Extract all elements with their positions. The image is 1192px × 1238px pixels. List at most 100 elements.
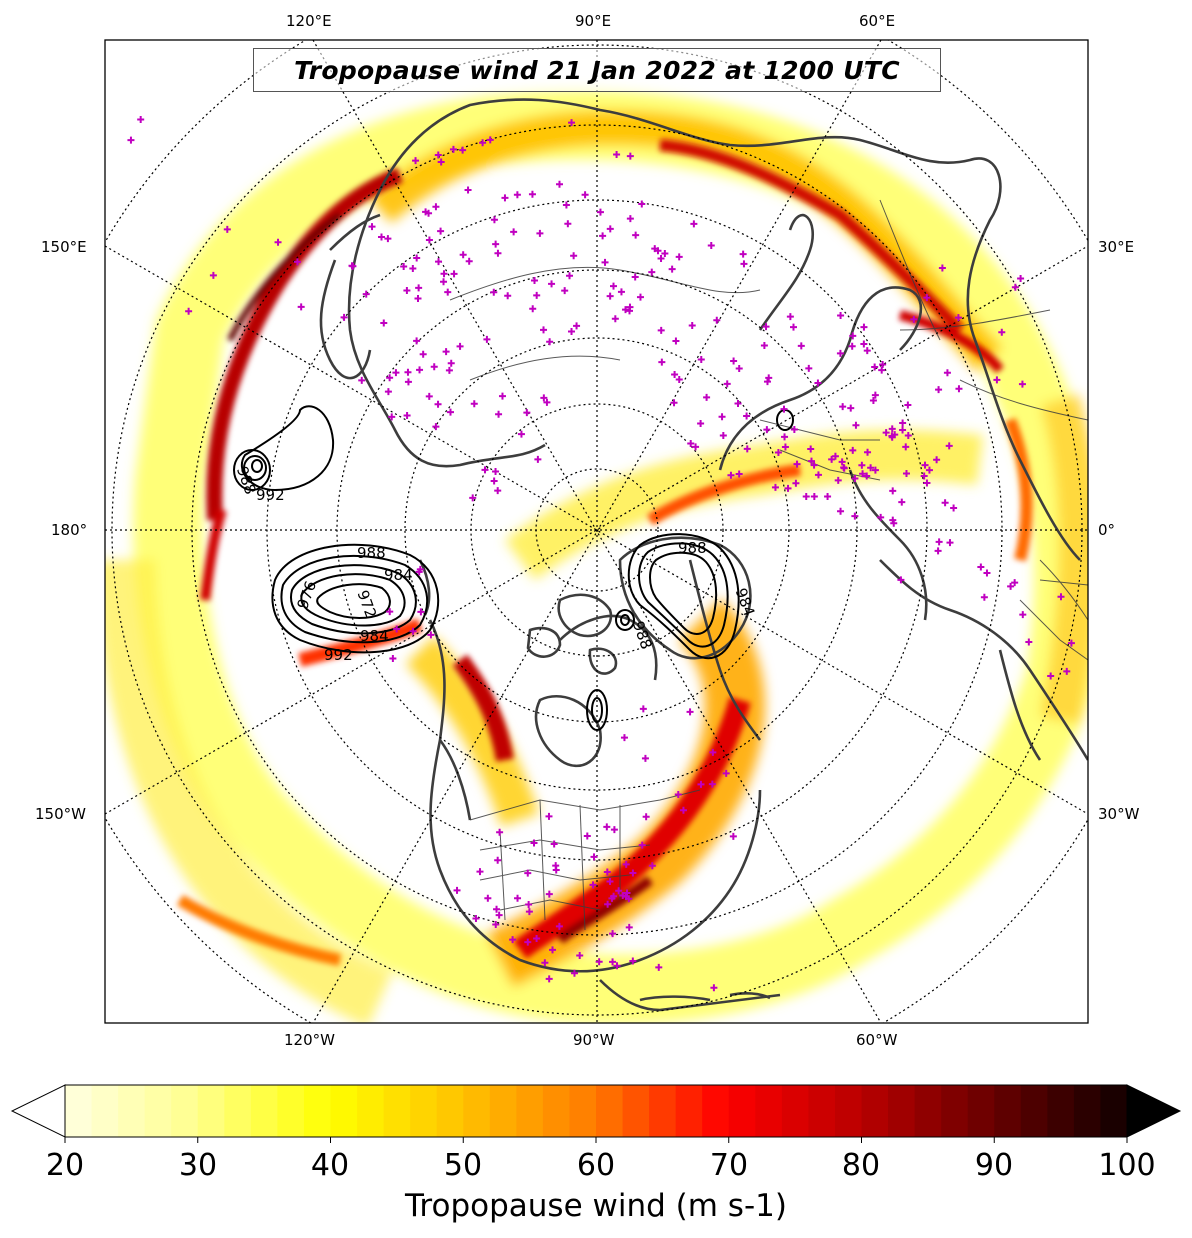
station-marker <box>784 484 792 492</box>
station-marker <box>762 323 770 331</box>
station-marker <box>730 357 738 365</box>
station-marker <box>545 812 553 820</box>
station-marker <box>710 984 718 992</box>
station-marker <box>449 145 457 153</box>
station-marker <box>404 378 412 386</box>
station-marker <box>492 240 500 248</box>
station-marker <box>386 608 394 616</box>
station-marker <box>386 374 394 382</box>
station-marker <box>1019 611 1027 619</box>
station-marker <box>470 400 478 408</box>
lon-label-right-0: 0° <box>1098 521 1116 539</box>
station-marker <box>494 856 502 864</box>
station-marker <box>377 233 385 241</box>
station-marker <box>529 305 537 313</box>
station-marker <box>802 493 810 501</box>
station-marker <box>904 401 912 409</box>
station-marker <box>416 366 424 374</box>
station-marker <box>606 225 614 233</box>
colorbar-step <box>197 1085 225 1137</box>
station-marker <box>807 457 815 465</box>
colorbar-step <box>250 1085 278 1137</box>
station-marker <box>998 328 1006 336</box>
station-marker <box>713 316 721 324</box>
station-marker <box>185 307 193 315</box>
station-marker <box>440 270 448 278</box>
station-marker <box>902 443 910 451</box>
lon-label-left-150e: 150°E <box>41 238 87 256</box>
station-markers <box>127 115 1075 992</box>
station-marker <box>626 152 634 160</box>
station-marker <box>437 158 445 166</box>
station-marker <box>860 323 868 331</box>
station-marker <box>504 292 512 300</box>
station-marker <box>781 443 789 451</box>
station-marker <box>938 264 946 272</box>
colorbar-tick-60: 60 <box>576 1148 616 1183</box>
station-marker <box>707 242 715 250</box>
station-marker <box>743 412 751 420</box>
station-marker <box>432 423 440 431</box>
station-marker <box>793 460 801 468</box>
station-marker <box>403 411 411 419</box>
colorbar-step <box>569 1085 597 1137</box>
station-marker <box>581 191 589 199</box>
colorbar-step <box>410 1085 438 1137</box>
colorbar-step <box>489 1085 517 1137</box>
station-marker <box>632 231 640 239</box>
station-marker <box>805 364 813 372</box>
station-marker <box>531 277 539 285</box>
station-marker <box>548 280 556 288</box>
station-marker <box>494 487 502 495</box>
colorbar-label: Tropopause wind (m s-1) <box>405 1188 787 1224</box>
station-marker <box>993 376 1001 384</box>
station-marker <box>435 258 443 266</box>
station-marker <box>655 963 663 971</box>
contour-label: 988 <box>357 544 386 562</box>
colorbar-step <box>303 1085 331 1137</box>
station-marker <box>610 826 618 834</box>
station-marker <box>838 458 846 466</box>
station-marker <box>498 392 506 400</box>
station-marker <box>763 426 771 434</box>
station-marker <box>609 958 617 966</box>
station-marker <box>743 445 751 453</box>
station-marker <box>490 477 498 485</box>
station-marker <box>541 959 549 967</box>
station-marker <box>447 359 455 367</box>
pressure-contours <box>233 405 794 731</box>
station-marker <box>934 547 942 555</box>
station-marker <box>889 487 897 495</box>
station-marker <box>888 425 896 433</box>
station-marker <box>613 151 621 159</box>
station-marker <box>549 946 557 954</box>
station-marker <box>765 374 773 382</box>
station-marker <box>440 278 448 286</box>
station-marker <box>946 539 954 547</box>
station-marker <box>476 868 484 876</box>
station-marker <box>631 273 639 281</box>
station-marker <box>983 569 991 577</box>
station-marker <box>933 456 941 464</box>
colorbar-tick-20: 20 <box>45 1148 85 1183</box>
station-marker <box>790 323 798 331</box>
station-marker <box>601 258 609 266</box>
colorbar-extend-high <box>1126 1084 1182 1138</box>
station-marker <box>434 400 442 408</box>
colorbar-step <box>622 1085 650 1137</box>
station-marker <box>297 303 305 311</box>
station-marker <box>837 507 845 515</box>
station-marker <box>888 432 896 440</box>
colorbar-steps <box>65 1085 1128 1137</box>
lon-label-top-60e: 60°E <box>859 12 896 30</box>
station-marker <box>464 186 472 194</box>
station-marker <box>671 371 679 379</box>
station-marker <box>1057 593 1065 601</box>
colorbar-step <box>675 1085 703 1137</box>
station-marker <box>904 431 912 439</box>
colorbar-tick-70: 70 <box>709 1148 749 1183</box>
colorbar-step <box>1020 1085 1048 1137</box>
station-marker <box>603 868 611 876</box>
station-marker <box>626 303 634 311</box>
